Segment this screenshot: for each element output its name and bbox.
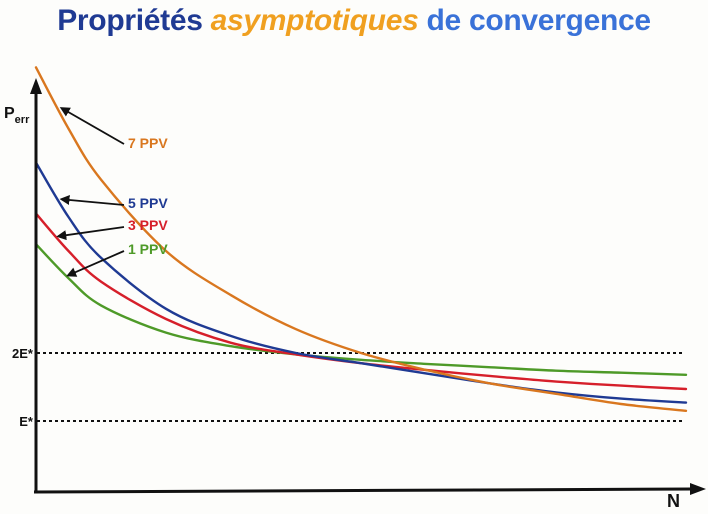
series-label-7-ppv: 7 PPV xyxy=(128,135,168,151)
callout-arrow-1-ppv xyxy=(66,250,125,277)
reference-label-2: E* xyxy=(19,414,34,429)
series-label-5-ppv: 5 PPV xyxy=(128,195,168,211)
callout-arrow-3-ppv xyxy=(56,226,125,241)
series-line-1-ppv xyxy=(34,243,688,376)
series-label-3-ppv: 3 PPV xyxy=(128,217,168,233)
series-line-5-ppv xyxy=(34,161,688,404)
y-axis-arrow xyxy=(30,78,42,94)
reference-label-1: 2E* xyxy=(12,346,34,361)
title-part-1: Propriétés xyxy=(57,4,203,37)
callout-arrow-7-ppv xyxy=(59,107,125,145)
y-axis-label: Perr xyxy=(4,105,30,126)
title-part-2: asymptotiques xyxy=(210,4,419,37)
y-axis-label-sub: err xyxy=(15,114,30,126)
slide-title: Propriétés asymptotiques de convergence xyxy=(0,4,708,38)
series-line-7-ppv xyxy=(34,66,688,412)
callout-arrow-5-ppv xyxy=(59,194,125,206)
y-axis-label-main: P xyxy=(4,105,15,122)
x-axis xyxy=(33,487,693,494)
x-axis-arrow xyxy=(690,483,706,495)
title-part-3: de convergence xyxy=(426,4,652,37)
series-label-1-ppv: 1 PPV xyxy=(128,241,168,257)
x-axis-label: N xyxy=(667,491,680,511)
